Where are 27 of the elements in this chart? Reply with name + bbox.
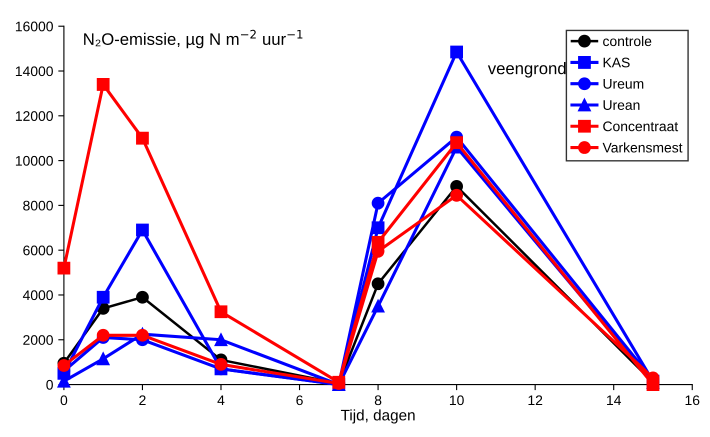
x-tick-label: 2 <box>139 395 146 406</box>
x-tick-label: 12 <box>528 395 542 406</box>
x-tick-label: 4 <box>217 395 224 406</box>
legend-label: Urean <box>604 100 640 110</box>
legend-label: Concentraat <box>603 121 678 132</box>
y-tick-label: 2000 <box>23 335 53 345</box>
x-tick-label: 16 <box>686 395 700 406</box>
x-tick-label: 8 <box>374 395 382 406</box>
legend-label: controle <box>603 36 652 46</box>
chart-title: N₂O-emissie, µg N m$^{−2}$ uur$^{−1}$ <box>84 30 302 48</box>
y-tick-label: 16000 <box>16 22 53 32</box>
y-tick-label: 6000 <box>23 246 53 256</box>
y-tick-label: 0 <box>46 380 53 390</box>
x-tick-label: 0 <box>60 395 68 406</box>
legend-label: Ureum <box>604 79 644 89</box>
x-tick-label: 10 <box>450 395 464 406</box>
x-tick-label: 14 <box>607 395 622 406</box>
y-tick-label: 10000 <box>16 156 53 166</box>
annotation: veengrond <box>488 62 566 78</box>
legend-label: Varkensmest <box>602 142 682 153</box>
y-tick-label: 12000 <box>16 111 53 121</box>
x-axis-title: Tijd, dagen <box>340 409 415 424</box>
y-tick-label: 4000 <box>22 290 53 300</box>
y-tick-label: 8000 <box>23 200 53 211</box>
legend-label: KAS <box>604 58 630 68</box>
y-tick-label: 14000 <box>16 66 53 76</box>
x-tick-label: 6 <box>296 395 303 406</box>
